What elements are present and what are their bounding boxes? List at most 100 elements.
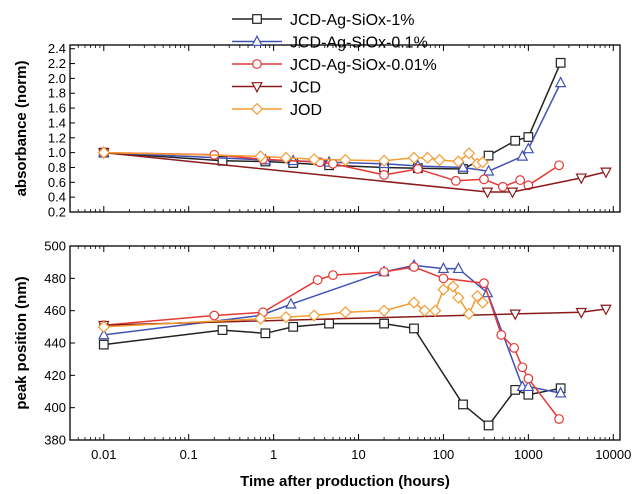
y-tick-label: 2.4: [48, 41, 66, 56]
legend-marker: [252, 14, 262, 24]
data-point: [307, 309, 321, 322]
data-point: [285, 297, 297, 309]
series-JCD-Ag-SiOx-1%: [98, 318, 566, 431]
series-JOD: [97, 146, 489, 170]
series-JCD-Ag-SiOx-0.1%: [97, 258, 567, 398]
data-point: [97, 320, 110, 333]
data-point: [476, 156, 489, 169]
data-point: [217, 325, 228, 335]
data-point: [471, 289, 484, 303]
x-tick-label: 10: [351, 447, 365, 462]
data-point: [339, 306, 352, 319]
data-point: [496, 330, 507, 340]
y-tick-label: 1.4: [48, 115, 66, 130]
data-point: [510, 135, 521, 146]
data-point: [409, 323, 419, 334]
data-point: [462, 307, 476, 321]
y-tick-label: 2.2: [48, 56, 66, 71]
data-point: [457, 160, 469, 172]
data-point: [462, 147, 476, 160]
legend-item: JCD-Ag-SiOx-0.1%: [232, 35, 428, 52]
data-point: [479, 278, 489, 289]
data-point: [452, 155, 465, 168]
series-line: [103, 322, 561, 427]
data-point: [379, 169, 389, 180]
y-tick-label: 2.0: [48, 71, 66, 86]
legend-item: JCD: [232, 80, 321, 97]
data-point: [437, 262, 450, 274]
y-tick-label: 480: [44, 271, 66, 286]
y-tick-label: 1.2: [48, 130, 66, 145]
series-line: [103, 308, 607, 326]
data-point: [522, 380, 535, 392]
data-point: [452, 262, 465, 274]
legend-label: JCD-Ag-SiOx-0.01%: [290, 57, 437, 74]
data-point: [497, 181, 508, 192]
data-point: [523, 373, 534, 384]
panel-peak-position: 380 400 420 440 460 480 500 peak position (nm): [13, 239, 621, 448]
data-point: [377, 304, 391, 317]
y-tick-label: 0.2: [48, 205, 66, 220]
y-tick-label: 420: [44, 368, 66, 383]
y-tick-label: 380: [44, 433, 66, 448]
data-point: [288, 321, 299, 332]
y-axis-title: peak position (nm): [13, 276, 30, 409]
y-tick-label: 1.6: [48, 101, 66, 116]
x-tick-label: 1000: [514, 447, 543, 462]
y-tick-label: 400: [44, 400, 66, 415]
y-tick-label: 440: [44, 336, 66, 351]
data-point: [554, 386, 567, 398]
legend-item: JCD-Ag-SiOx-0.01%: [232, 57, 437, 74]
data-point: [446, 280, 460, 293]
legend-label: JCD: [290, 80, 321, 97]
data-point: [307, 153, 321, 166]
legend-label: JCD-Ag-SiOx-1%: [290, 12, 414, 29]
legend-item: JOD: [232, 102, 322, 119]
data-point: [407, 296, 421, 309]
x-tick-label: 0.01: [91, 447, 116, 462]
data-point: [328, 158, 338, 169]
data-point: [523, 180, 534, 191]
data-point: [339, 153, 352, 167]
data-point: [279, 310, 293, 324]
series-line: [103, 264, 561, 394]
legend-label: JOD: [290, 102, 322, 119]
data-point: [476, 296, 489, 309]
data-point: [479, 174, 489, 185]
data-point: [312, 275, 323, 285]
data-point: [209, 310, 220, 321]
data-point: [575, 173, 588, 185]
data-point: [429, 304, 442, 317]
data-point: [412, 164, 423, 174]
x-axis: 0.01 0.1 1 10 100 1000 10000: [91, 447, 631, 462]
x-tick-label: 10000: [595, 447, 631, 462]
data-point: [452, 291, 465, 304]
data-point: [328, 270, 338, 281]
y-tick-label: 460: [44, 303, 66, 318]
y-axis-title: absorbance (norm): [13, 61, 30, 197]
data-point: [409, 262, 419, 272]
data-point: [575, 307, 588, 319]
data-point: [407, 151, 421, 164]
y-tick-label: 500: [44, 239, 66, 254]
y-tick-label: 1.8: [48, 86, 66, 101]
data-point: [509, 309, 522, 321]
data-point: [600, 304, 612, 316]
plot-frame: [69, 245, 621, 441]
legend-item: JCD-Ag-SiOx-1%: [232, 12, 414, 29]
y-tick-label: 0.4: [48, 190, 66, 205]
data-point: [421, 151, 434, 164]
data-point: [523, 389, 534, 400]
data-point: [554, 76, 567, 88]
y-tick-label: 0.8: [48, 160, 66, 175]
data-point: [260, 328, 271, 339]
y-tick-label: 1.0: [48, 145, 66, 160]
data-point: [254, 150, 267, 163]
data-point: [522, 142, 535, 154]
data-point: [554, 160, 564, 171]
legend-marker: [251, 82, 263, 94]
data-point: [254, 312, 267, 325]
data-point: [379, 318, 389, 329]
data-point: [482, 164, 495, 176]
